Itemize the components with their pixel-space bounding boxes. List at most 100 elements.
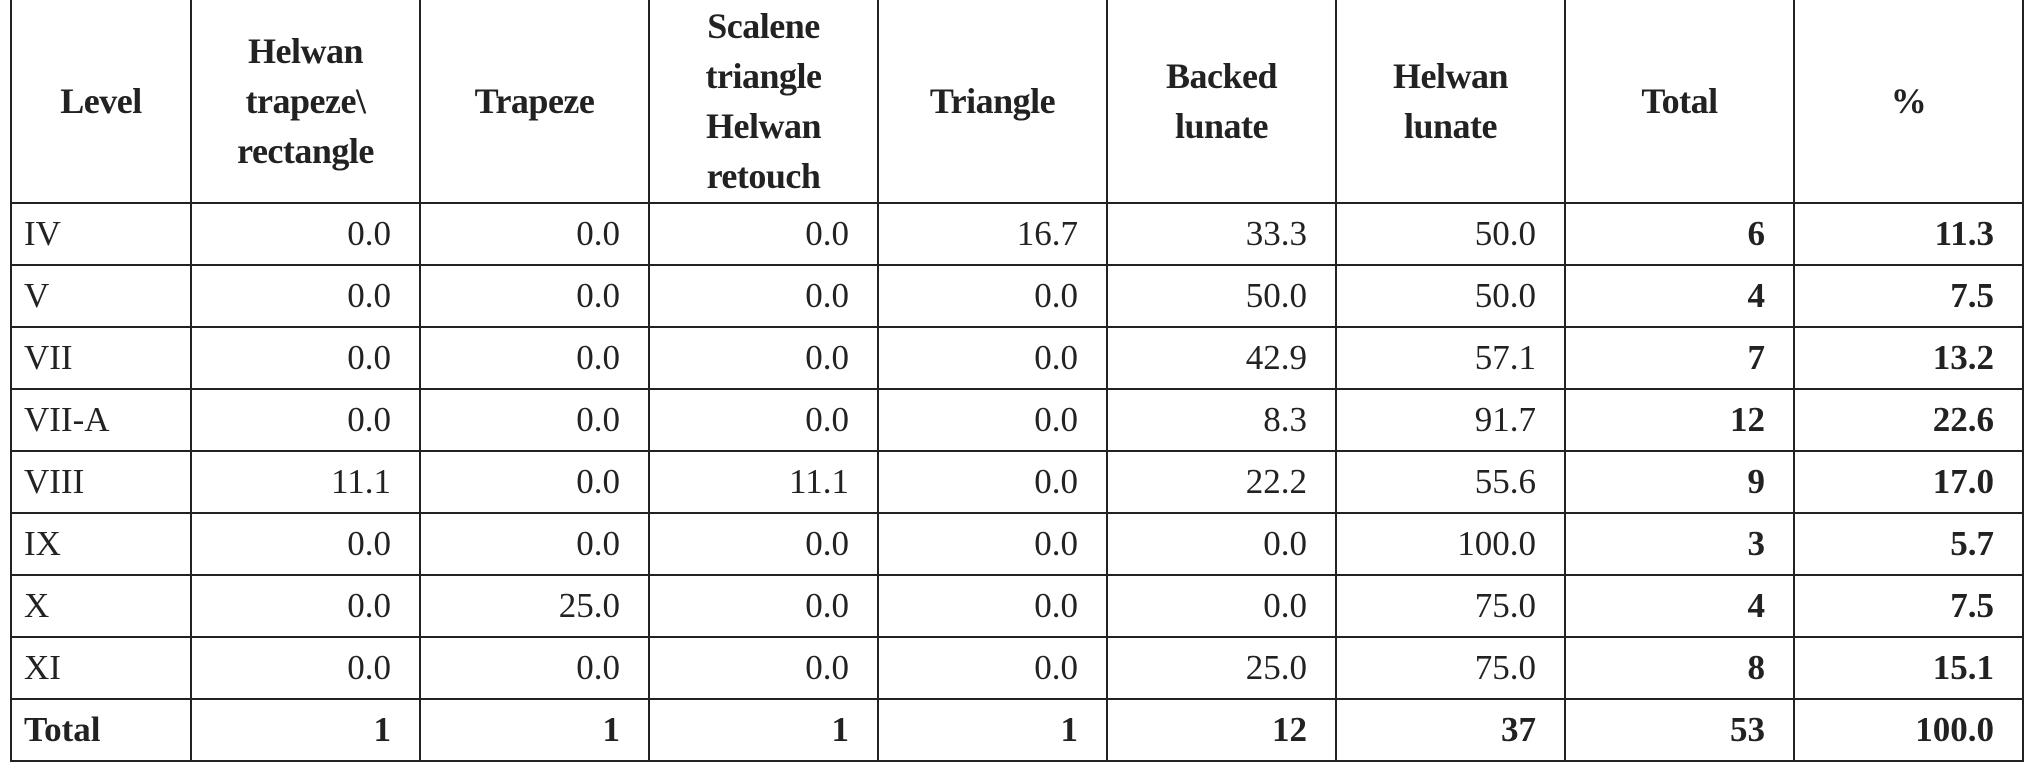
table-cell: 0.0 (190, 636, 421, 700)
table-cell: 16.7 (877, 202, 1108, 266)
table-cell: 25.0 (1106, 636, 1337, 700)
table-cell: 0.0 (419, 636, 650, 700)
table-cell: 8.3 (1106, 388, 1337, 452)
table-cell: 37 (1335, 698, 1566, 762)
table-cell: 0.0 (877, 636, 1108, 700)
table-cell: 42.9 (1106, 326, 1337, 390)
table-cell: 0.0 (190, 264, 421, 328)
table-cell: 0.0 (190, 326, 421, 390)
row-label: VII (10, 326, 192, 390)
table-cell: 12 (1564, 388, 1795, 452)
table-cell: 0.0 (877, 512, 1108, 576)
total-row: Total 1 1 1 1 12 37 53 100.0 (10, 698, 2024, 762)
table-cell: 0.0 (419, 326, 650, 390)
table-cell: 8 (1564, 636, 1795, 700)
table-cell: 12 (1106, 698, 1337, 762)
table-cell: 5.7 (1793, 512, 2024, 576)
table-cell: 0.0 (1106, 512, 1337, 576)
table-cell: 50.0 (1335, 264, 1566, 328)
table-row: IV 0.0 0.0 0.0 16.7 33.3 50.0 6 11.3 (10, 202, 2024, 266)
row-label: X (10, 574, 192, 638)
table-cell: 0.0 (419, 264, 650, 328)
table-cell: 0.0 (877, 574, 1108, 638)
table-cell: 9 (1564, 450, 1795, 514)
column-header: Level (10, 0, 192, 204)
table-cell: 0.0 (877, 264, 1108, 328)
table-cell: 91.7 (1335, 388, 1566, 452)
column-header: % (1793, 0, 2024, 204)
table-cell: 0.0 (419, 388, 650, 452)
row-label: VIII (10, 450, 192, 514)
table-cell: 0.0 (648, 388, 879, 452)
table-cell: 0.0 (190, 388, 421, 452)
table-cell: 100.0 (1335, 512, 1566, 576)
table-cell: 11.1 (648, 450, 879, 514)
table-row: VII-A 0.0 0.0 0.0 0.0 8.3 91.7 12 22.6 (10, 388, 2024, 452)
table-cell: 0.0 (877, 326, 1108, 390)
row-label: Total (10, 698, 192, 762)
column-header: Helwan trapeze\ rectangle (190, 0, 421, 204)
table-cell: 7.5 (1793, 574, 2024, 638)
table-cell: 1 (877, 698, 1108, 762)
table-cell: 22.6 (1793, 388, 2024, 452)
table-cell: 57.1 (1335, 326, 1566, 390)
table-cell: 0.0 (877, 388, 1108, 452)
column-header: Trapeze (419, 0, 650, 204)
table-row: VII 0.0 0.0 0.0 0.0 42.9 57.1 7 13.2 (10, 326, 2024, 390)
table-cell: 1 (648, 698, 879, 762)
table-cell: 0.0 (1106, 574, 1337, 638)
table-cell: 1 (190, 698, 421, 762)
table-cell: 11.1 (190, 450, 421, 514)
table-cell: 0.0 (190, 202, 421, 266)
table-cell: 3 (1564, 512, 1795, 576)
column-header: Scalene triangle Helwan retouch (648, 0, 879, 204)
table-row: V 0.0 0.0 0.0 0.0 50.0 50.0 4 7.5 (10, 264, 2024, 328)
table-cell: 0.0 (648, 574, 879, 638)
table-row: XI 0.0 0.0 0.0 0.0 25.0 75.0 8 15.1 (10, 636, 2024, 700)
table-cell: 4 (1564, 574, 1795, 638)
table-cell: 6 (1564, 202, 1795, 266)
table-cell: 0.0 (648, 512, 879, 576)
table-cell: 7.5 (1793, 264, 2024, 328)
column-header: Helwan lunate (1335, 0, 1566, 204)
table-cell: 4 (1564, 264, 1795, 328)
column-header: Total (1564, 0, 1795, 204)
table-cell: 0.0 (648, 326, 879, 390)
table-cell: 0.0 (648, 636, 879, 700)
table-cell: 0.0 (648, 264, 879, 328)
table-cell: 50.0 (1335, 202, 1566, 266)
row-label: XI (10, 636, 192, 700)
table-cell: 55.6 (1335, 450, 1566, 514)
table-cell: 7 (1564, 326, 1795, 390)
table-cell: 13.2 (1793, 326, 2024, 390)
table-cell: 25.0 (419, 574, 650, 638)
table-cell: 0.0 (419, 512, 650, 576)
table-cell: 0.0 (419, 202, 650, 266)
table-cell: 11.3 (1793, 202, 2024, 266)
table-cell: 17.0 (1793, 450, 2024, 514)
column-header: Backed lunate (1106, 0, 1337, 204)
table-cell: 0.0 (877, 450, 1108, 514)
table-cell: 53 (1564, 698, 1795, 762)
table-cell: 100.0 (1793, 698, 2024, 762)
row-label: V (10, 264, 192, 328)
row-label: VII-A (10, 388, 192, 452)
table-row: X 0.0 25.0 0.0 0.0 0.0 75.0 4 7.5 (10, 574, 2024, 638)
row-label: IX (10, 512, 192, 576)
table-cell: 15.1 (1793, 636, 2024, 700)
header-row: Level Helwan trapeze\ rectangle Trapeze Sca… (10, 0, 2024, 204)
column-header: Triangle (877, 0, 1108, 204)
data-table: Level Helwan trapeze\ rectangle Trapeze Sca… (10, 0, 2024, 762)
table-row: VIII 11.1 0.0 11.1 0.0 22.2 55.6 9 17.0 (10, 450, 2024, 514)
table-cell: 75.0 (1335, 574, 1566, 638)
table-cell: 0.0 (190, 574, 421, 638)
table-cell: 1 (419, 698, 650, 762)
table-cell: 50.0 (1106, 264, 1337, 328)
table-cell: 0.0 (648, 202, 879, 266)
table-cell: 33.3 (1106, 202, 1337, 266)
table-row: IX 0.0 0.0 0.0 0.0 0.0 100.0 3 5.7 (10, 512, 2024, 576)
table-cell: 22.2 (1106, 450, 1337, 514)
row-label: IV (10, 202, 192, 266)
table-cell: 0.0 (419, 450, 650, 514)
table-cell: 0.0 (190, 512, 421, 576)
